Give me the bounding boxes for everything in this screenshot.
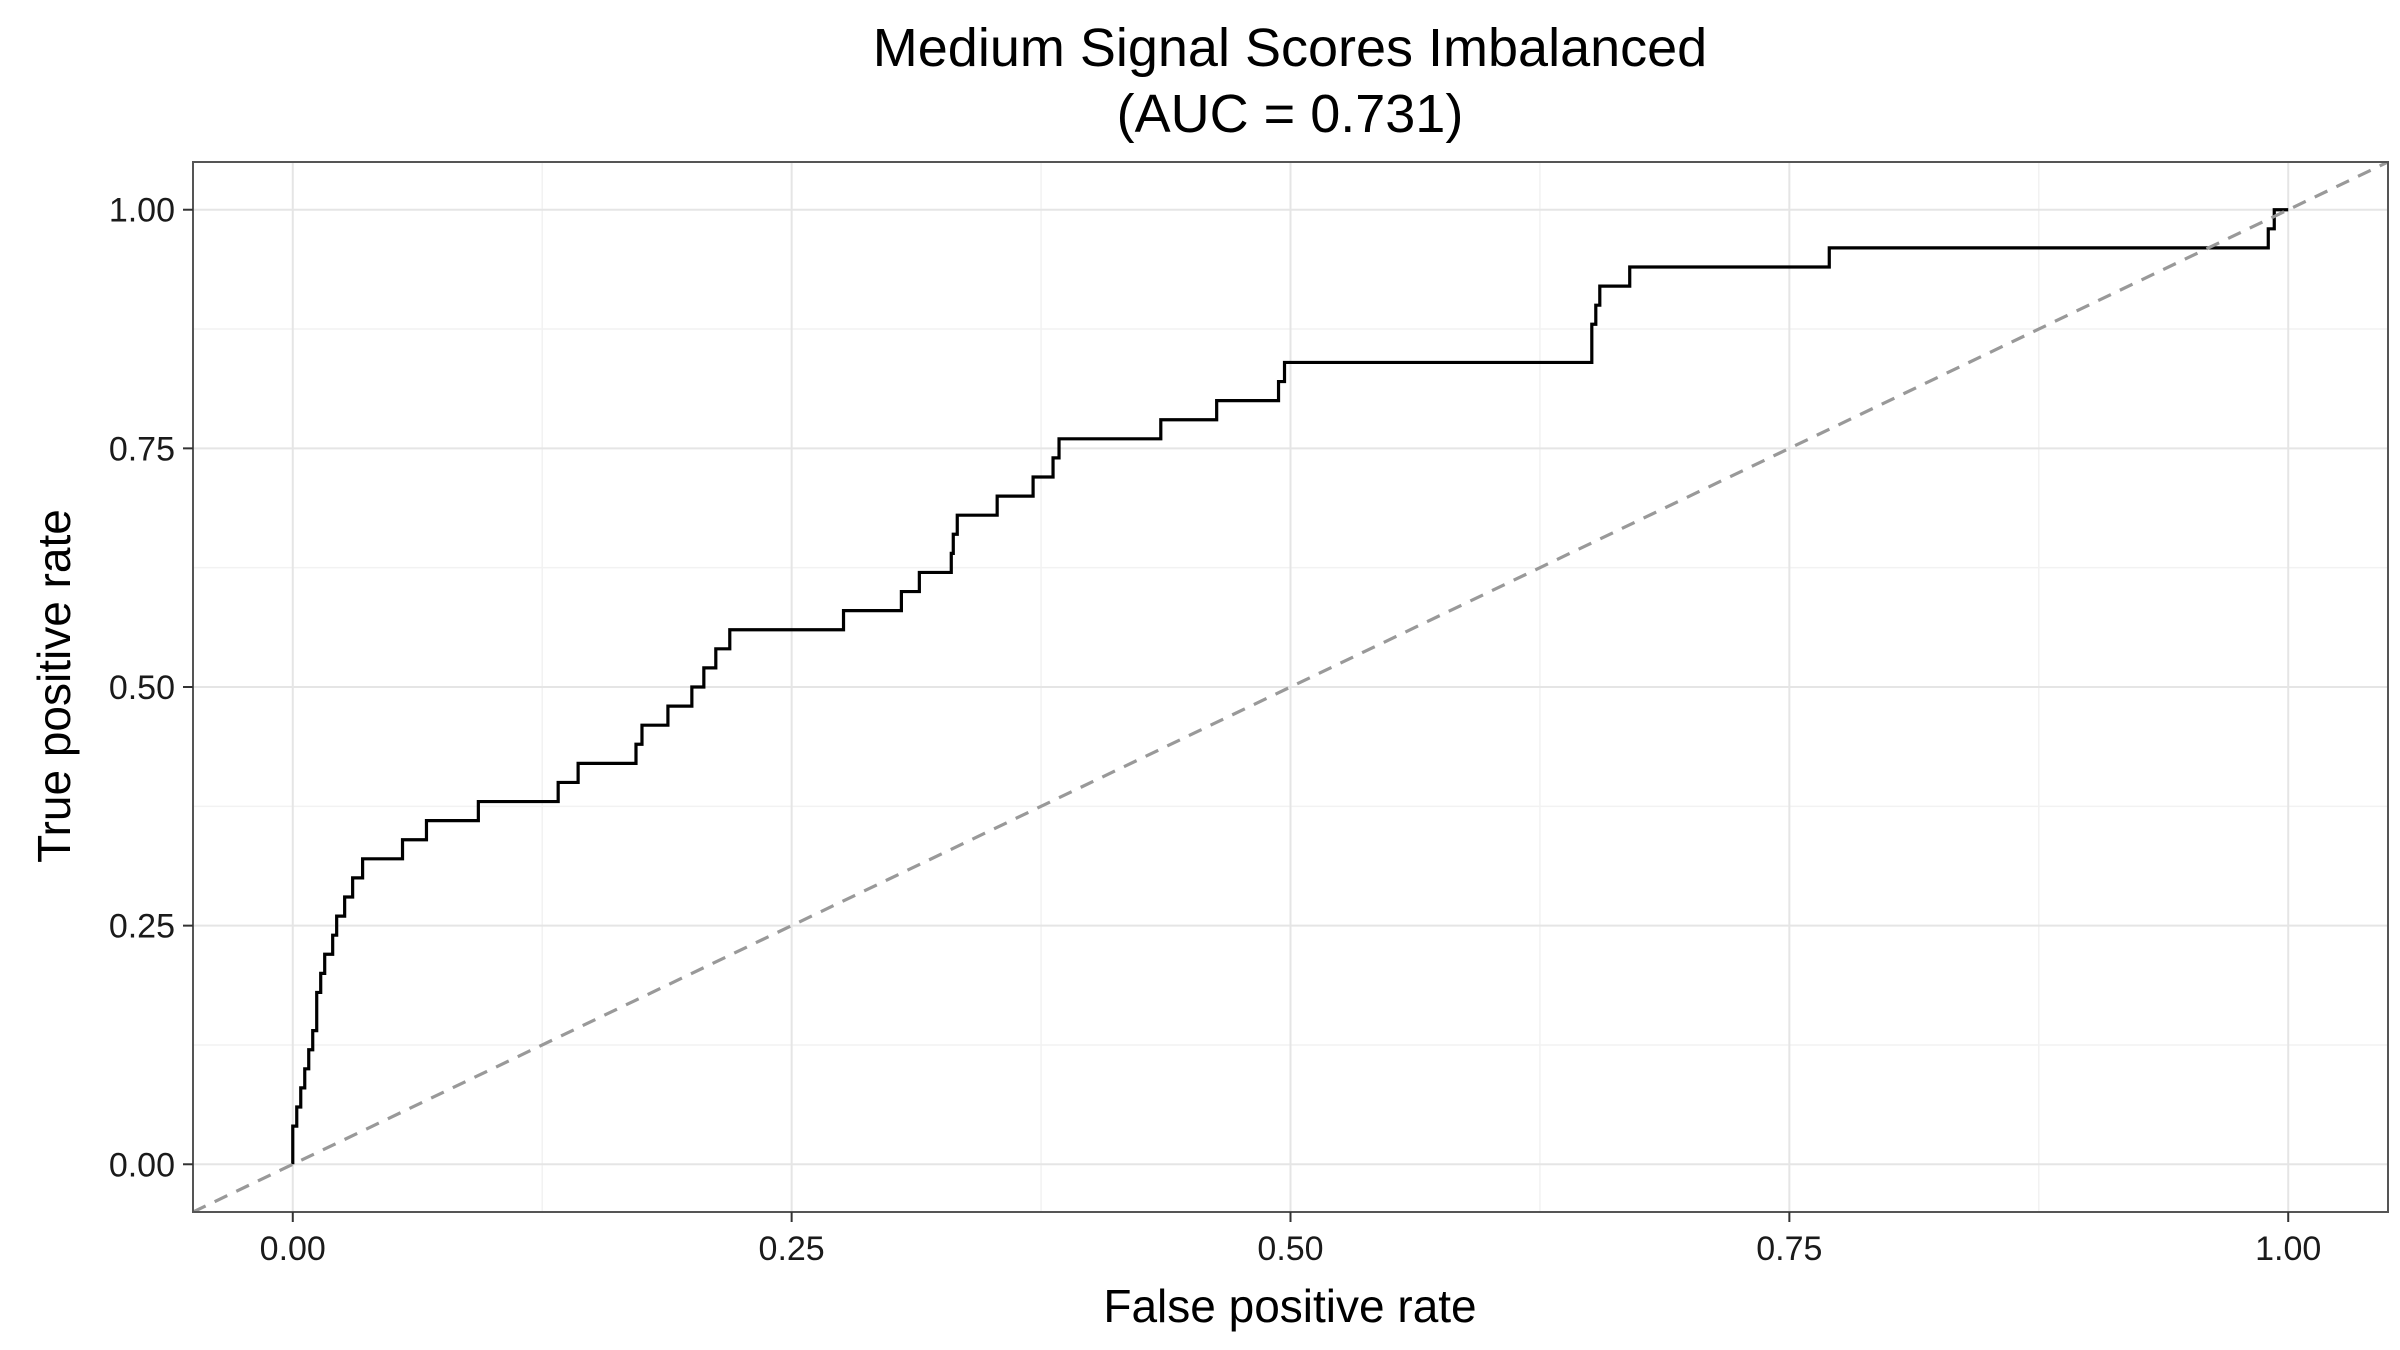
- roc-curve-line: [291, 208, 2289, 1165]
- x-tick-label: 0.75: [1756, 1230, 1822, 1268]
- x-tick-label: 1.00: [2255, 1230, 2321, 1268]
- y-tick-label: 0.25: [109, 908, 175, 946]
- y-tick-label: 1.00: [109, 192, 175, 230]
- y-tick-label: 0.00: [109, 1146, 175, 1184]
- tick-layer: 0.00 0.25 0.50 0.75 1.00 0.00 0.25 0.50 0.75 1.00: [109, 192, 2322, 1268]
- grid-layer: [193, 162, 2388, 1212]
- y-tick-label: 0.50: [109, 669, 175, 707]
- x-tick-label: 0.25: [759, 1230, 825, 1268]
- x-tick-label: 0.50: [1257, 1230, 1323, 1268]
- y-tick-label: 0.75: [109, 430, 175, 468]
- chart-title: Medium Signal Scores Imbalanced: [873, 18, 1707, 78]
- y-axis-title: True positive rate: [28, 509, 80, 863]
- x-tick-label: 0.00: [260, 1230, 326, 1268]
- chart-subtitle: (AUC = 0.731): [1117, 84, 1464, 144]
- diagonal-reference-line: [193, 162, 2388, 1212]
- data-layer: [193, 162, 2388, 1212]
- x-axis-title: False positive rate: [1103, 1280, 1476, 1332]
